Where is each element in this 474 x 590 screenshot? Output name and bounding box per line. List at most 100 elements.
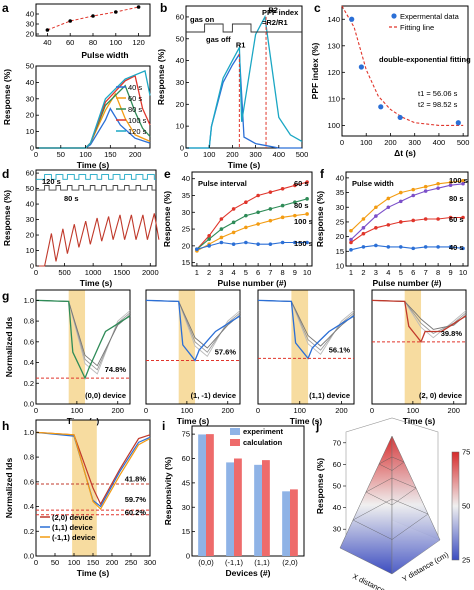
x-tick-label-a-inset: 60 — [66, 38, 74, 47]
pulse-train-d — [36, 185, 156, 191]
y-axis-label-c: PPF index (%) — [310, 43, 320, 100]
marker-e — [268, 207, 273, 211]
marker-f — [448, 215, 453, 220]
surface-face-front-left — [339, 435, 393, 575]
x-tick-label-d: 1000 — [85, 268, 102, 277]
y-tick-label-b: 10 — [176, 122, 184, 131]
marker-f — [423, 189, 428, 193]
z-tick-label-j: 50 — [333, 482, 341, 491]
y-tick-label-f: 20 — [336, 232, 344, 241]
marker-f — [349, 237, 353, 242]
marker-e — [219, 240, 224, 245]
y-tick-label-d: 30 — [26, 215, 34, 224]
marker-f — [448, 245, 453, 249]
bar-experiment — [198, 434, 206, 556]
series-line-e-2 — [196, 213, 308, 252]
x-tick-label-b: 500 — [296, 150, 309, 159]
bar-calculation — [206, 434, 214, 556]
y-tick-label-b: 0 — [180, 144, 184, 153]
contour-line-j — [378, 456, 405, 471]
y-tick-label-h: 0.8 — [24, 453, 34, 462]
x-tick-label-g3: 100 — [407, 406, 420, 415]
device-label-g: (0,0) device — [85, 391, 126, 400]
marker-e — [256, 242, 260, 246]
x-tick-label-a-inset: 80 — [89, 38, 97, 47]
subtitle-e: Pulse interval — [198, 179, 247, 188]
series-line-f-1 — [350, 183, 464, 240]
percent-label-h: 60.2% — [125, 508, 147, 517]
pulse-band-g — [404, 290, 422, 404]
x-tick-label-d: 0 — [34, 268, 38, 277]
marker-e — [293, 183, 297, 188]
x-tick-label-c: 200 — [384, 138, 397, 147]
marker-f — [411, 218, 416, 223]
inset-point-a — [45, 28, 50, 32]
panel-label-h: h — [2, 419, 9, 433]
y-tick-label-e: 20 — [182, 241, 190, 250]
plot-frame-g1 — [145, 289, 241, 405]
marker-f — [361, 245, 366, 249]
x-tick-label-a-inset: 120 — [132, 38, 145, 47]
x-tick-label-h: 50 — [51, 558, 59, 567]
marker-e — [280, 203, 285, 208]
y-tick-label-b: 20 — [176, 100, 184, 109]
series-line-e-0 — [196, 181, 308, 250]
marker-e — [305, 240, 309, 245]
fit-line-c — [341, 5, 464, 126]
marker-e — [244, 200, 248, 205]
y-tick-label-g: 1.0 — [24, 296, 34, 305]
y-tick-label-i: 45 — [182, 478, 190, 487]
x-axis-label-c: Δt (s) — [394, 148, 416, 158]
legend-swatch-c — [391, 13, 397, 19]
x-tick-label-g3: 0 — [370, 406, 374, 415]
series-label-e: 80 s — [294, 201, 309, 210]
inset-point-a — [114, 10, 118, 14]
x-tick-label-a: 50 — [57, 150, 65, 159]
y-tick-label-g: 0.8 — [24, 317, 34, 326]
note-d: 80 s — [64, 194, 79, 203]
marker-e — [256, 222, 260, 226]
marker-f — [436, 245, 440, 249]
marker-f — [411, 193, 416, 198]
y-tick-label-f: 10 — [336, 262, 344, 271]
marker-f — [386, 223, 391, 227]
x-tick-label-a: 0 — [34, 150, 38, 159]
x-axis-label-h: Time (s) — [77, 568, 110, 578]
legend-label-a: 120 s — [128, 127, 147, 136]
series-label-f: 100 s — [449, 176, 468, 185]
note-d: 120 s — [42, 177, 61, 186]
marker-f — [349, 240, 353, 245]
marker-e — [244, 225, 248, 230]
x-tick-label-h: 200 — [106, 558, 119, 567]
series-line-b-0 — [186, 52, 302, 149]
x-tick-label-b: 400 — [273, 150, 286, 159]
x-axis-label-a: Time (s) — [77, 160, 110, 170]
main-trace-g — [371, 299, 467, 344]
y-tick-label-b: 30 — [176, 78, 184, 87]
x-axis-label-j: X distance (cm) — [351, 572, 402, 590]
x-tick-label-e: 1 — [195, 268, 199, 277]
data-point-c — [455, 120, 461, 126]
note-b: R1 — [236, 41, 246, 50]
y-tick-label-c: 130 — [327, 41, 340, 50]
pulse-waveform-b — [186, 23, 302, 33]
series-line-h-2 — [35, 431, 151, 510]
x-tick-label-e: 2 — [207, 268, 211, 277]
y-tick-label-c: 100 — [327, 121, 340, 130]
x-tick-label-f: 5 — [399, 268, 403, 277]
marker-e — [268, 218, 273, 223]
colorbar-j — [451, 451, 460, 561]
pulse-band-g — [178, 290, 196, 404]
series-label-e: 150 s — [294, 239, 313, 248]
y-tick-label-a: 40 — [26, 78, 34, 87]
note-b: =R2/R1 — [262, 18, 288, 27]
y-tick-label-d: 10 — [26, 246, 34, 255]
plot-frame-g0 — [35, 289, 131, 405]
x-tick-label-g0: 0 — [34, 406, 38, 415]
y-tick-label-g: 0.2 — [24, 379, 34, 388]
bar-experiment — [254, 464, 262, 556]
marker-f — [448, 183, 453, 188]
x-tick-label-i: (-1,1) — [225, 558, 243, 567]
x-tick-label-d: 500 — [58, 268, 71, 277]
percent-label-h: 59.7% — [125, 495, 147, 504]
